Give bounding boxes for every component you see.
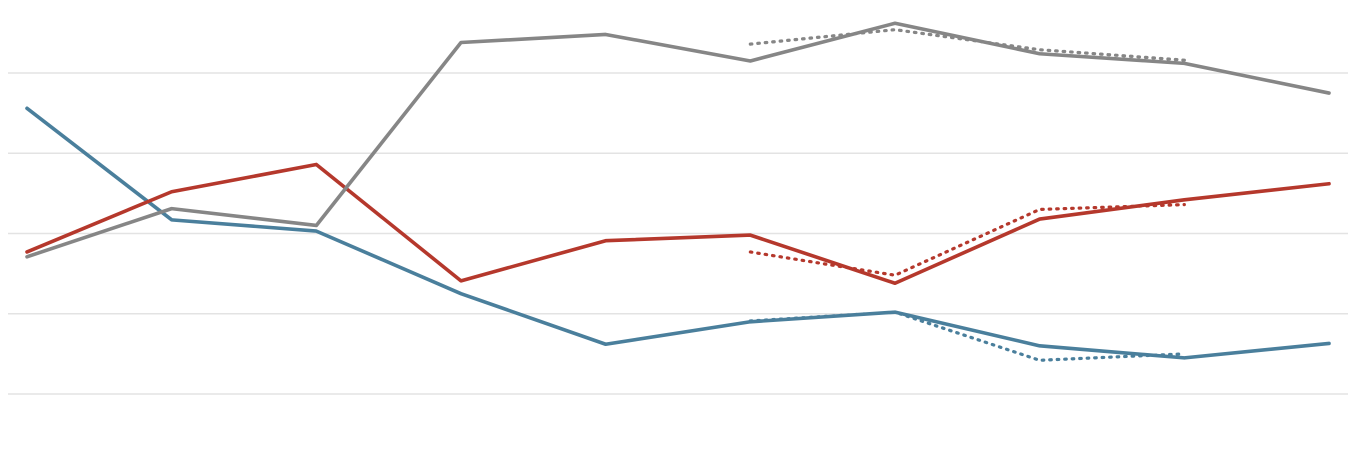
gridlines (8, 72, 1348, 395)
series-line-1 (25, 162, 1331, 286)
series-line-0 (25, 106, 1331, 360)
dotted-series-line-0 (748, 310, 1186, 362)
dotted-series-group (748, 28, 1186, 362)
series-group (25, 21, 1331, 360)
dotted-series-line-1 (748, 203, 1186, 277)
series-line-2 (25, 21, 1331, 259)
